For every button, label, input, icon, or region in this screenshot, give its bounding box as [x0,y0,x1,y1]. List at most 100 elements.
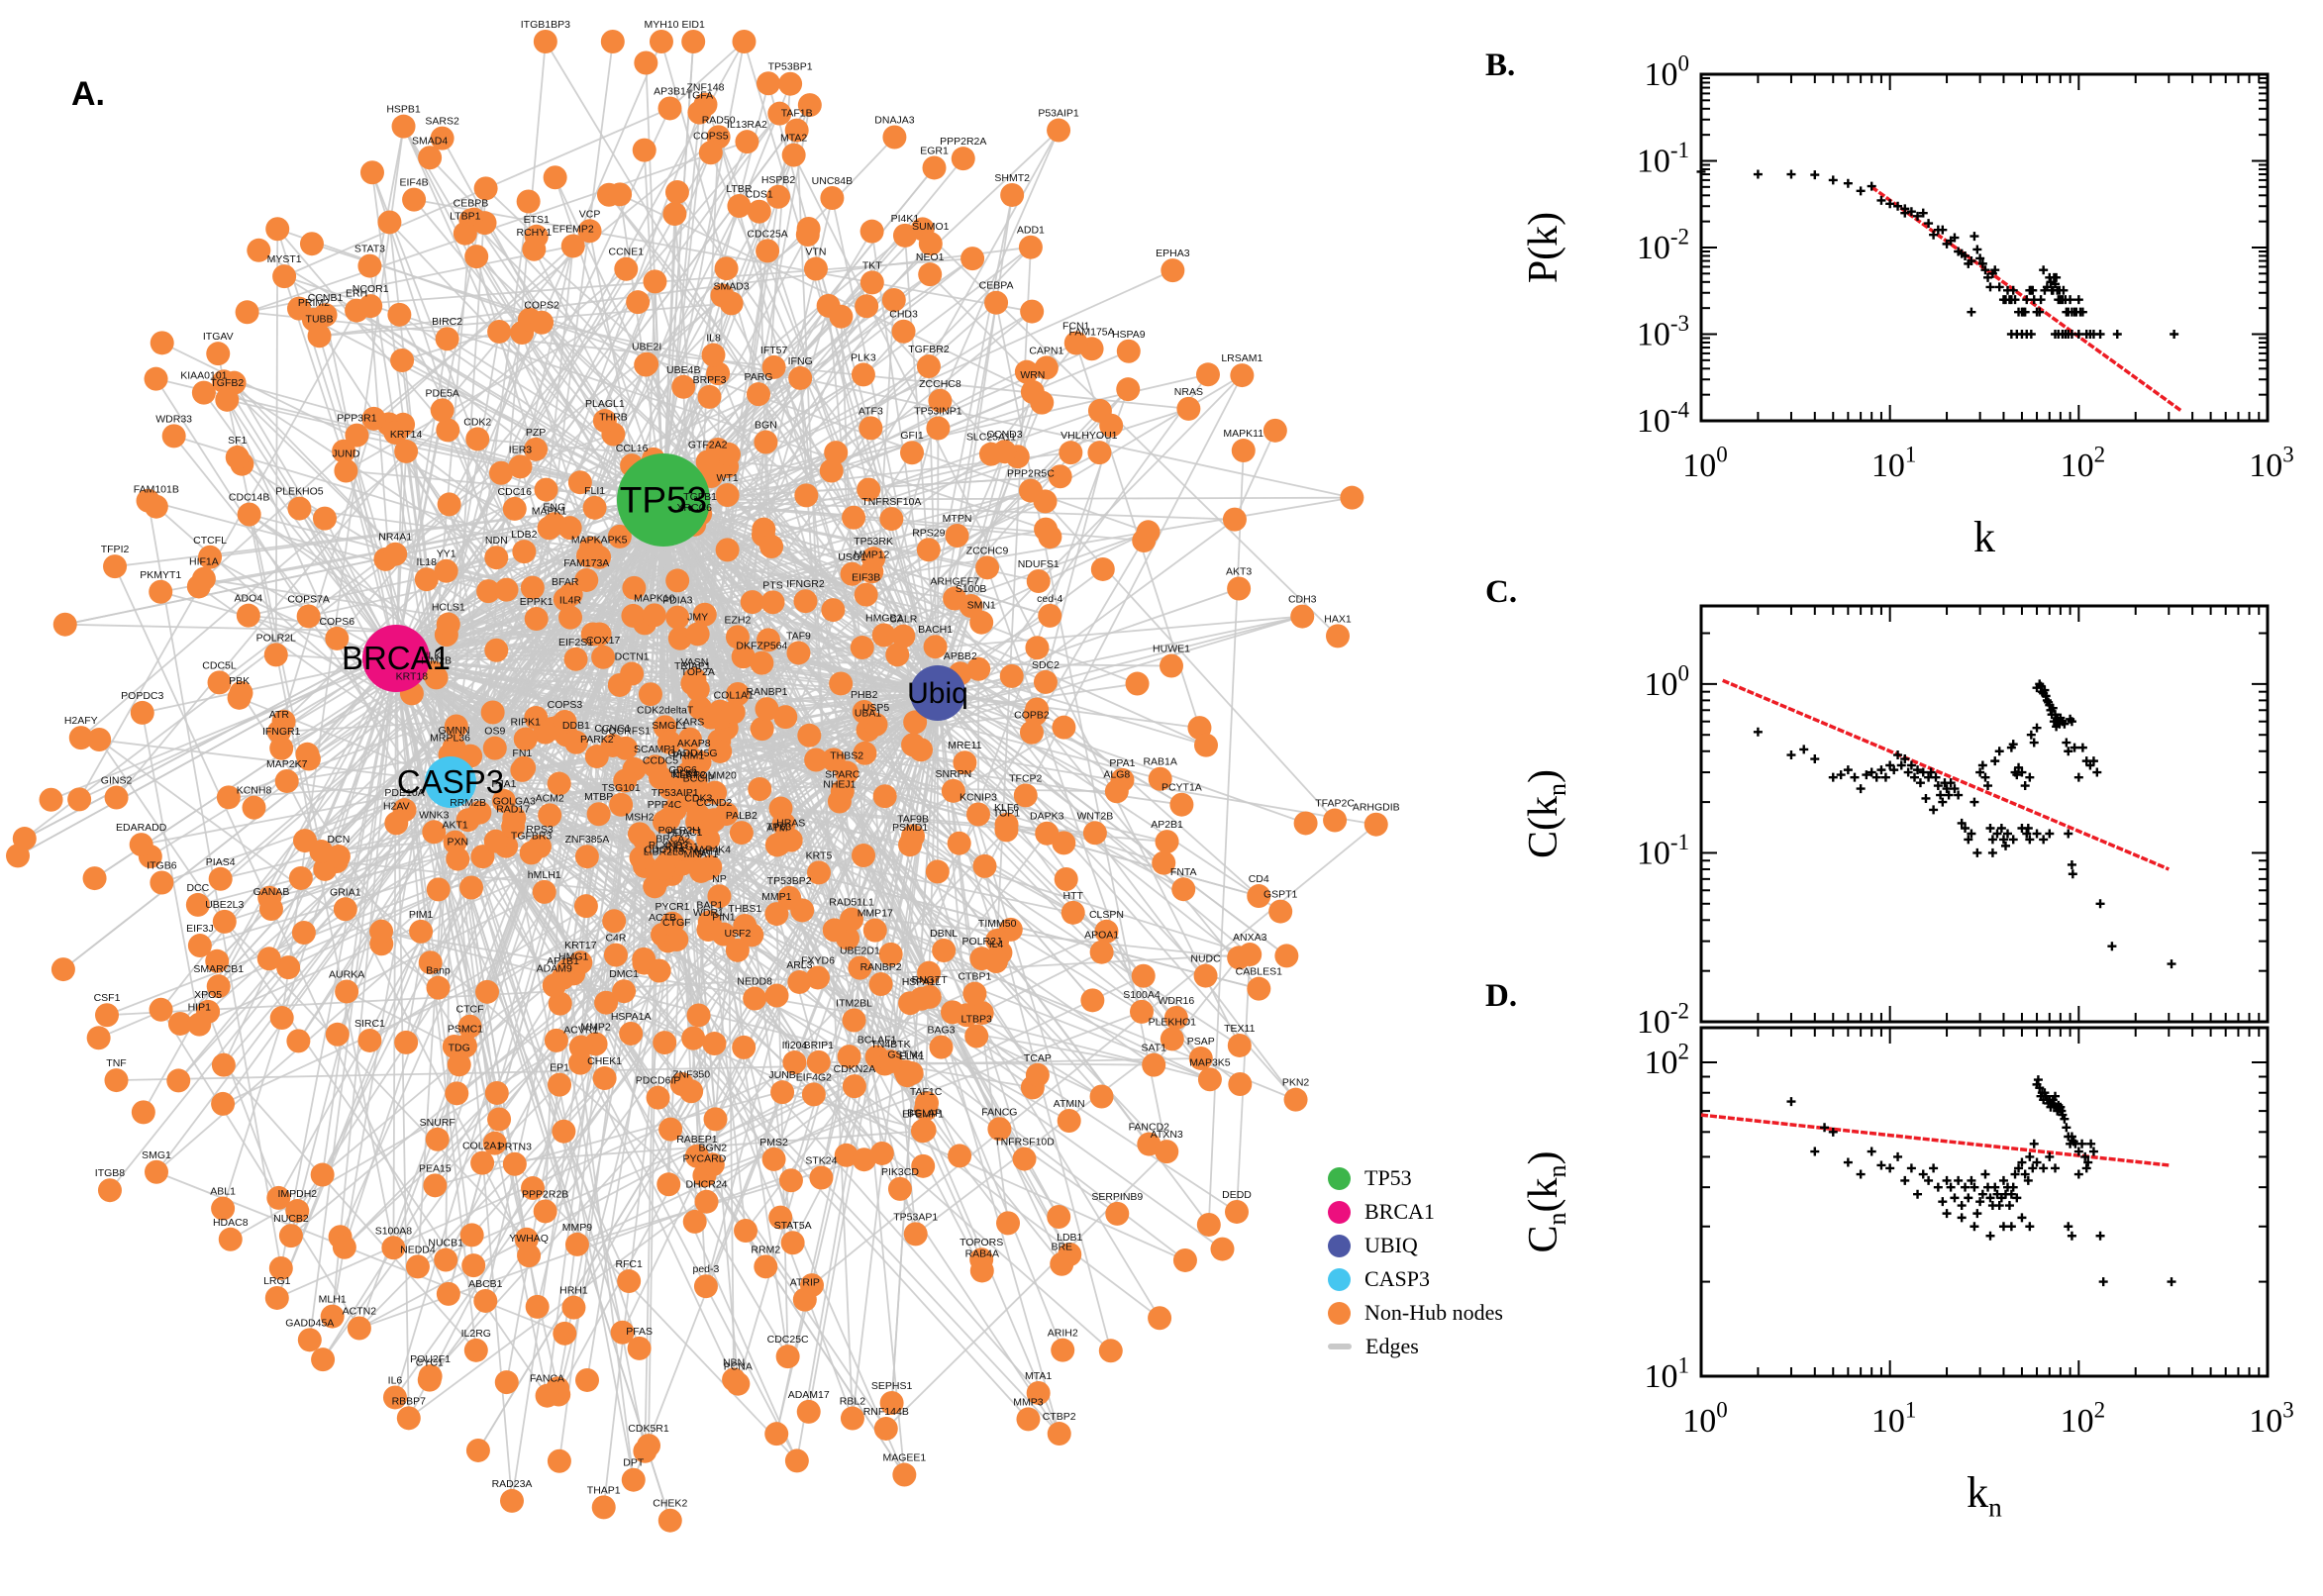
network-node [1035,821,1060,846]
data-point [2067,717,2076,727]
network-node-label: H2AFY [64,715,98,727]
network-node [384,811,409,836]
network-node [592,1066,617,1091]
network-node-label: LRG1 [263,1275,291,1287]
network-node [483,829,508,853]
network-node [1160,1027,1184,1051]
data-point [1946,1182,1956,1192]
network-node-label: EFEMP2 [553,223,594,235]
network-node-label: HIP1 [188,1002,212,1014]
network-node-label: EID1 [682,19,706,31]
network-node [1161,258,1185,283]
network-node [857,477,881,502]
data-point [2073,772,2083,782]
network-node [610,1320,635,1345]
network-node [473,176,498,201]
network-node-label: RAB1A [1143,756,1176,768]
network-node [793,589,818,614]
network-node-label: RAB4A [965,1247,999,1259]
data-point [1938,797,1948,807]
network-node-label: IL2RG [461,1328,491,1340]
data-point [1913,1189,1923,1199]
network-node-label: HSPB2 [761,174,796,186]
data-point [2068,869,2077,879]
network-node-label: PPA1 [1109,757,1135,769]
data-point [2095,899,2105,909]
network-node [637,1434,661,1458]
network-node [1054,866,1078,891]
network-node-label: IFT57 [760,345,788,356]
network-node [649,30,673,53]
network-node-label: RNF144B [863,1406,909,1418]
data-point [1913,765,1923,775]
network-node [729,821,754,846]
network-node [858,416,883,441]
network-node [1290,604,1315,629]
network-node [544,1028,568,1052]
network-node [708,739,733,763]
network-node-label: TP53BP1 [768,61,813,73]
network-node-label: RAD17 [496,804,530,816]
network-node-label: ENG [543,501,565,513]
network-node [465,427,490,451]
network-node [326,845,351,869]
network-node-label: CDC14B [229,492,269,504]
network-node-label: TOP2A [681,666,715,678]
network-node-label: KCNIP3 [960,792,997,804]
network-node [770,1080,795,1105]
network-node-label: HUWE1 [1153,644,1190,655]
network-node-label: SPARC [825,768,860,780]
axis-tick-label: 101 [1871,1398,1917,1440]
network-node [299,232,324,256]
network-node-label: VHL [1060,430,1081,442]
data-point [1950,1193,1960,1203]
network-node-label: HMG1 [558,950,588,962]
data-point [1994,282,2004,292]
legend-label: TP53 [1364,1165,1412,1190]
data-point [1931,772,1941,782]
network-node-label: SMN1 [967,600,996,612]
network-node [533,30,557,53]
network-node-label: HMGB2 [865,613,903,625]
data-point [2012,770,2022,780]
data-point [2017,1157,2027,1167]
network-node-label: ZNF385A [564,834,609,846]
network-node [707,884,732,909]
network-node [700,1152,725,1177]
network-node [829,304,854,329]
network-node-label: ILF3 [670,768,691,780]
network-node [361,406,386,431]
data-point [2017,824,2027,834]
plot-frame [1699,604,2270,1024]
panel-b-label: B. [1485,48,1516,83]
network-node-label: ZNF350 [672,1068,710,1080]
network-node-label: CCNB1 [308,292,344,304]
data-point [2112,330,2122,339]
network-node [916,354,941,379]
network-node-label: MNAT1 [684,848,719,860]
data-point [2028,1163,2038,1173]
network-node-label: CDC6 [668,764,697,776]
network-node-label: DAPK3 [1030,811,1064,823]
network-node [787,969,812,994]
data-point [2022,829,2032,839]
network-node-label: EZH2 [725,614,752,626]
network-node [475,979,500,1004]
network-node-label: MMP12 [854,549,889,560]
network-node [687,100,712,125]
legend-color-dot [1328,1200,1351,1224]
network-node [1131,963,1156,988]
network-node [719,291,744,316]
network-node-label: EFEMP1 [902,1108,944,1120]
network-node [553,1321,577,1346]
plot-panel-C: 100 10-1 10-2 C(kn​) [1521,604,2270,1041]
network-node [925,859,950,884]
axis-tick-label: 101 [1871,443,1917,484]
network-node [387,302,412,327]
network-node [212,909,237,934]
network-node [502,496,527,521]
hub-label-brca1: BRCA1 [342,640,451,676]
network-node [325,626,350,650]
data-point [2023,1175,2033,1185]
data-point [1867,1147,1876,1156]
